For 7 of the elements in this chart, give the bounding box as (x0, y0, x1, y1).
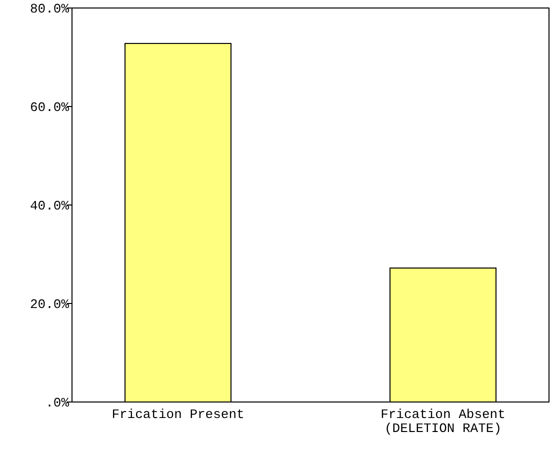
y-tick-label: 40.0% (30, 198, 70, 214)
x-tick-label: Frication Present (112, 407, 244, 422)
y-tick-label: .0% (46, 396, 70, 411)
y-tick-label: 80.0% (30, 2, 70, 17)
x-tick-label: Frication Absent (DELETION RATE) (380, 407, 506, 436)
y-tick-label: 60.0% (30, 100, 70, 116)
y-tick-label: 20.0% (30, 297, 70, 312)
